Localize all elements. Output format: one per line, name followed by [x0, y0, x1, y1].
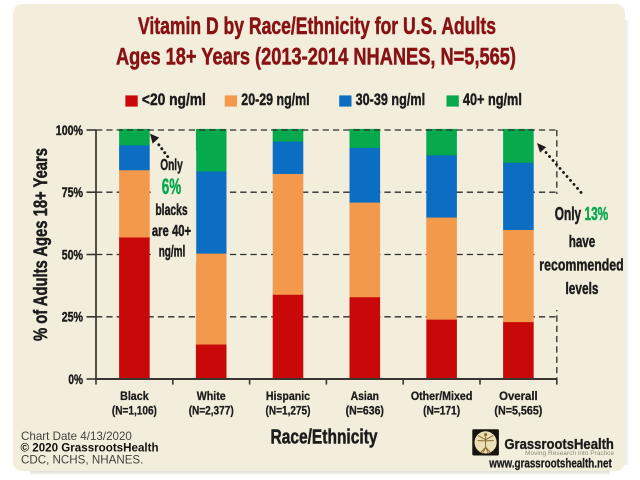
- svg-text:(N=5,565): (N=5,565): [494, 403, 542, 417]
- svg-text:<20 ng/ml: <20 ng/ml: [142, 90, 206, 109]
- svg-text:100%: 100%: [56, 123, 83, 138]
- svg-text:recommended: recommended: [539, 257, 623, 275]
- svg-text:GrassrootsHealth: GrassrootsHealth: [504, 437, 614, 453]
- svg-text:© 2020 GrassrootsHealth: © 2020 GrassrootsHealth: [21, 442, 159, 455]
- svg-text:Other/Mixed: Other/Mixed: [411, 389, 473, 403]
- svg-text:20-29 ng/ml: 20-29 ng/ml: [241, 90, 309, 109]
- svg-text:Moving Research into Practice: Moving Research into Practice: [525, 450, 614, 457]
- svg-text:Black: Black: [120, 389, 149, 403]
- svg-text:www.grassrootshealth.net: www.grassrootshealth.net: [488, 455, 612, 470]
- svg-text:White: White: [197, 389, 226, 403]
- svg-text:0%: 0%: [68, 372, 83, 387]
- svg-text:levels: levels: [566, 280, 599, 298]
- svg-text:% of Adults Ages 18+ Years: % of Adults Ages 18+ Years: [31, 148, 52, 341]
- svg-text:Hispanic: Hispanic: [266, 389, 310, 403]
- svg-text:Race/Ethnicity: Race/Ethnicity: [271, 427, 379, 449]
- svg-text:30-39 ng/ml: 30-39 ng/ml: [356, 90, 426, 109]
- svg-text:Asian: Asian: [351, 389, 379, 403]
- svg-text:(N=636): (N=636): [346, 403, 384, 417]
- svg-text:ng/ml: ng/ml: [159, 244, 186, 261]
- svg-text:Overall: Overall: [499, 389, 538, 403]
- svg-text:Only: Only: [160, 157, 183, 174]
- svg-text:(N=171): (N=171): [423, 403, 460, 417]
- svg-text:Only 13%: Only 13%: [555, 203, 609, 224]
- svg-text:blacks: blacks: [155, 202, 187, 219]
- svg-text:have: have: [569, 233, 596, 251]
- svg-text:Ages 18+ Years (2013-2014 NHAN: Ages 18+ Years (2013-2014 NHANES, N=5,56…: [116, 44, 516, 71]
- svg-text:25%: 25%: [62, 310, 83, 325]
- svg-text:Vitamin D by Race/Ethnicity fo: Vitamin D by Race/Ethnicity for U.S. Adu…: [138, 13, 496, 40]
- svg-text:75%: 75%: [62, 185, 83, 200]
- svg-text:40+ ng/ml: 40+ ng/ml: [463, 90, 522, 109]
- svg-text:(N=1,275): (N=1,275): [266, 403, 311, 417]
- svg-text:are 40+: are 40+: [152, 223, 191, 240]
- svg-text:50%: 50%: [62, 247, 83, 262]
- svg-text:Chart Date 4/13/2020: Chart Date 4/13/2020: [21, 430, 132, 443]
- svg-text:6%: 6%: [162, 174, 182, 199]
- svg-text:CDC, NCHS, NHANES.: CDC, NCHS, NHANES.: [21, 454, 143, 467]
- svg-text:(N=1,106): (N=1,106): [112, 403, 157, 417]
- svg-text:(N=2,377): (N=2,377): [189, 403, 234, 417]
